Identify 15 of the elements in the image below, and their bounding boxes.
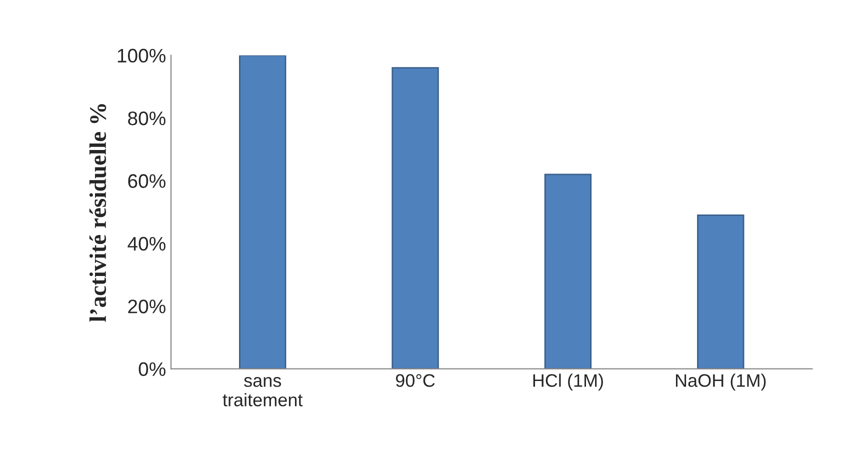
x-tick-label: 90°C (396, 374, 435, 387)
y-tick-label: 100% (118, 48, 166, 63)
y-axis-title: l’activité résiduelle % (89, 104, 106, 322)
x-tick-label: sans traitement (222, 377, 303, 406)
x-tick-label: NaOH (1M) (676, 374, 766, 390)
y-tick-label: 80% (128, 111, 166, 126)
bar (392, 67, 439, 369)
bar (544, 174, 592, 369)
bar (239, 55, 286, 369)
y-tick-label: 20% (128, 300, 166, 314)
y-tick-label: 0% (138, 362, 166, 376)
y-tick-label: 60% (128, 174, 166, 188)
bar (697, 214, 744, 369)
x-tick-label: HCl (1M) (533, 374, 603, 390)
y-tick-label: 40% (128, 236, 166, 251)
